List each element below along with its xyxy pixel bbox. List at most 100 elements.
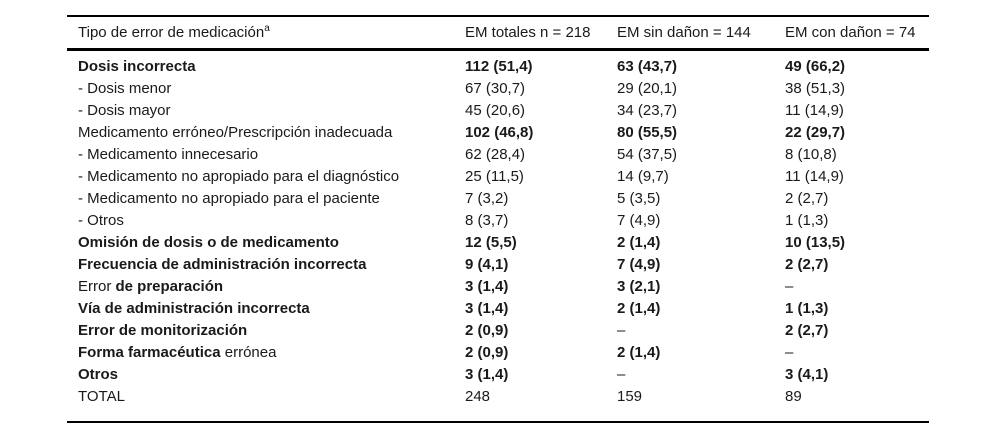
table-row: Frecuencia de administración incorrecta 9… bbox=[67, 253, 929, 275]
table-row: Error de preparación 3 (1,4) 3 (2,1) – bbox=[67, 275, 929, 297]
cell-value: 248 bbox=[465, 387, 491, 405]
header-error-type: Tipo de error de medicacióna bbox=[67, 23, 465, 42]
cell-value: 5 (3,5) bbox=[617, 189, 661, 207]
row-label: - Dosis menor bbox=[67, 80, 465, 97]
cell-value: 9 (4,1) bbox=[465, 255, 509, 273]
cell-value: 22 (29,7) bbox=[785, 123, 846, 141]
cell-value: 63 (43,7) bbox=[617, 57, 678, 75]
cell-value: 112 (51,4) bbox=[465, 57, 533, 75]
table-row: - Otros 8 (3,7) 7 (4,9) 1 (1,3) bbox=[67, 209, 929, 231]
row-label: Error de monitorización bbox=[67, 322, 465, 339]
cell-value: 2 (0,9) bbox=[465, 321, 509, 339]
cell-value: 102 (46,8) bbox=[465, 123, 534, 141]
row-label-segment: - Medicamento innecesario bbox=[78, 145, 259, 163]
cell-value: 3 (2,1) bbox=[617, 277, 661, 295]
row-label: Frecuencia de administración incorrecta bbox=[67, 256, 465, 273]
cell-value: – bbox=[785, 277, 794, 295]
row-label: Vía de administración incorrecta bbox=[67, 300, 465, 317]
cell-value: – bbox=[617, 321, 626, 339]
table-row: TOTAL 248 159 89 bbox=[67, 385, 929, 407]
row-label: Forma farmacéutica errónea bbox=[67, 344, 465, 361]
cell-value: 2 (2,7) bbox=[785, 255, 829, 273]
cell-value: 14 (9,7) bbox=[617, 167, 669, 185]
table-row: Vía de administración incorrecta 3 (1,4) 2… bbox=[67, 297, 929, 319]
row-label: Otros bbox=[67, 366, 465, 383]
row-label-segment: - Dosis menor bbox=[78, 79, 172, 97]
cell-value: 7 (4,9) bbox=[617, 255, 661, 273]
row-label: Dosis incorrecta bbox=[67, 58, 465, 75]
cell-value: 34 (23,7) bbox=[617, 101, 678, 119]
table-row: Medicamento erróneo/Prescripción inadecu… bbox=[67, 121, 929, 143]
row-label-segment: Vía de administración incorrecta bbox=[78, 299, 310, 317]
cell-value: 80 (55,5) bbox=[617, 123, 678, 141]
table-body: Dosis incorrecta 112 (51,4) 63 (43,7) 49 (6… bbox=[67, 51, 929, 421]
cell-value: 8 (3,7) bbox=[465, 211, 509, 229]
cell-value: 3 (4,1) bbox=[785, 365, 829, 383]
table-row: - Medicamento innecesario 62 (28,4) 54 (37… bbox=[67, 143, 929, 165]
cell-value: 11 (14,9) bbox=[785, 167, 844, 185]
cell-value: 38 (51,3) bbox=[785, 79, 846, 97]
row-label-segment: - Otros bbox=[78, 211, 124, 229]
row-label-segment: Error bbox=[78, 277, 116, 295]
cell-value: 8 (10,8) bbox=[785, 145, 837, 163]
cell-value: – bbox=[785, 343, 794, 361]
row-label-segment: de preparación bbox=[115, 277, 224, 295]
cell-value: 29 (20,1) bbox=[617, 79, 678, 97]
cell-value: 25 (11,5) bbox=[465, 167, 524, 185]
row-label: Omisión de dosis o de medicamento bbox=[67, 234, 465, 251]
header-em-sin-dano: EM sin dañon = 144 bbox=[617, 24, 751, 41]
row-label-segment: Error de monitorización bbox=[78, 321, 248, 339]
header-em-con-dano: EM con dañon = 74 bbox=[785, 24, 916, 41]
row-label-segment: - Medicamento no apropiado para el pacie… bbox=[78, 189, 380, 207]
cell-value: 2 (2,7) bbox=[785, 189, 829, 207]
row-label-segment: Dosis incorrecta bbox=[78, 57, 196, 75]
table-row: Dosis incorrecta 112 (51,4) 63 (43,7) 49 (6… bbox=[67, 55, 929, 77]
row-label: TOTAL bbox=[67, 388, 465, 405]
cell-value: 67 (30,7) bbox=[465, 79, 526, 97]
cell-value: 2 (1,4) bbox=[617, 233, 661, 251]
cell-value: 7 (4,9) bbox=[617, 211, 661, 229]
row-label-segment: - Medicamento no apropiado para el diagn… bbox=[78, 167, 400, 185]
table-header-row: Tipo de error de medicacióna EM totales … bbox=[67, 17, 929, 51]
cell-value: 2 (1,4) bbox=[617, 343, 661, 361]
row-label-segment: Frecuencia de administración incorrecta bbox=[78, 255, 367, 273]
cell-value: 11 (14,9) bbox=[785, 101, 844, 119]
cell-value: 7 (3,2) bbox=[465, 189, 509, 207]
cell-value: 54 (37,5) bbox=[617, 145, 678, 163]
row-label-segment: Otros bbox=[78, 365, 119, 383]
cell-value: 1 (1,3) bbox=[785, 211, 829, 229]
cell-value: 12 (5,5) bbox=[465, 233, 517, 251]
table-row: Error de monitorización 2 (0,9) – 2 (2,7) bbox=[67, 319, 929, 341]
row-label: - Otros bbox=[67, 212, 465, 229]
cell-value: 10 (13,5) bbox=[785, 233, 846, 251]
cell-value: 45 (20,6) bbox=[465, 101, 526, 119]
table-row: - Medicamento no apropiado para el pacie… bbox=[67, 187, 929, 209]
cell-value: 49 (66,2) bbox=[785, 57, 846, 75]
row-label: - Medicamento innecesario bbox=[67, 146, 465, 163]
row-label: - Medicamento no apropiado para el diagn… bbox=[67, 168, 465, 185]
cell-value: 62 (28,4) bbox=[465, 145, 526, 163]
row-label-segment: errónea bbox=[220, 343, 277, 361]
cell-value: 159 bbox=[617, 387, 643, 405]
table-row: Otros 3 (1,4) – 3 (4,1) bbox=[67, 363, 929, 385]
row-label: - Dosis mayor bbox=[67, 102, 465, 119]
cell-value: 89 bbox=[785, 387, 802, 405]
medication-error-table: Tipo de error de medicacióna EM totales … bbox=[67, 15, 929, 423]
cell-value: 3 (1,4) bbox=[465, 299, 509, 317]
table-row: - Dosis mayor 45 (20,6) 34 (23,7) 11 (14,9) bbox=[67, 99, 929, 121]
cell-value: 3 (1,4) bbox=[465, 365, 509, 383]
header-em-totales: EM totales n = 218 bbox=[465, 24, 591, 41]
table-row: - Medicamento no apropiado para el diagn… bbox=[67, 165, 929, 187]
row-label-segment: Forma farmacéutica bbox=[78, 343, 221, 361]
row-label-segment: Medicamento erróneo/Prescripción inadecu… bbox=[78, 123, 393, 141]
cell-value: 3 (1,4) bbox=[465, 277, 509, 295]
table-row: Forma farmacéutica errónea 2 (0,9) 2 (1,4)… bbox=[67, 341, 929, 363]
row-label-segment: TOTAL bbox=[78, 387, 125, 405]
cell-value: 2 (2,7) bbox=[785, 321, 829, 339]
header-error-type-text: Tipo de error de medicación bbox=[78, 24, 265, 41]
row-label: Medicamento erróneo/Prescripción inadecu… bbox=[67, 124, 465, 141]
footnote-marker-a: a bbox=[264, 23, 270, 34]
row-label-segment: - Dosis mayor bbox=[78, 101, 171, 119]
cell-value: 2 (0,9) bbox=[465, 343, 509, 361]
cell-value: – bbox=[617, 365, 626, 383]
